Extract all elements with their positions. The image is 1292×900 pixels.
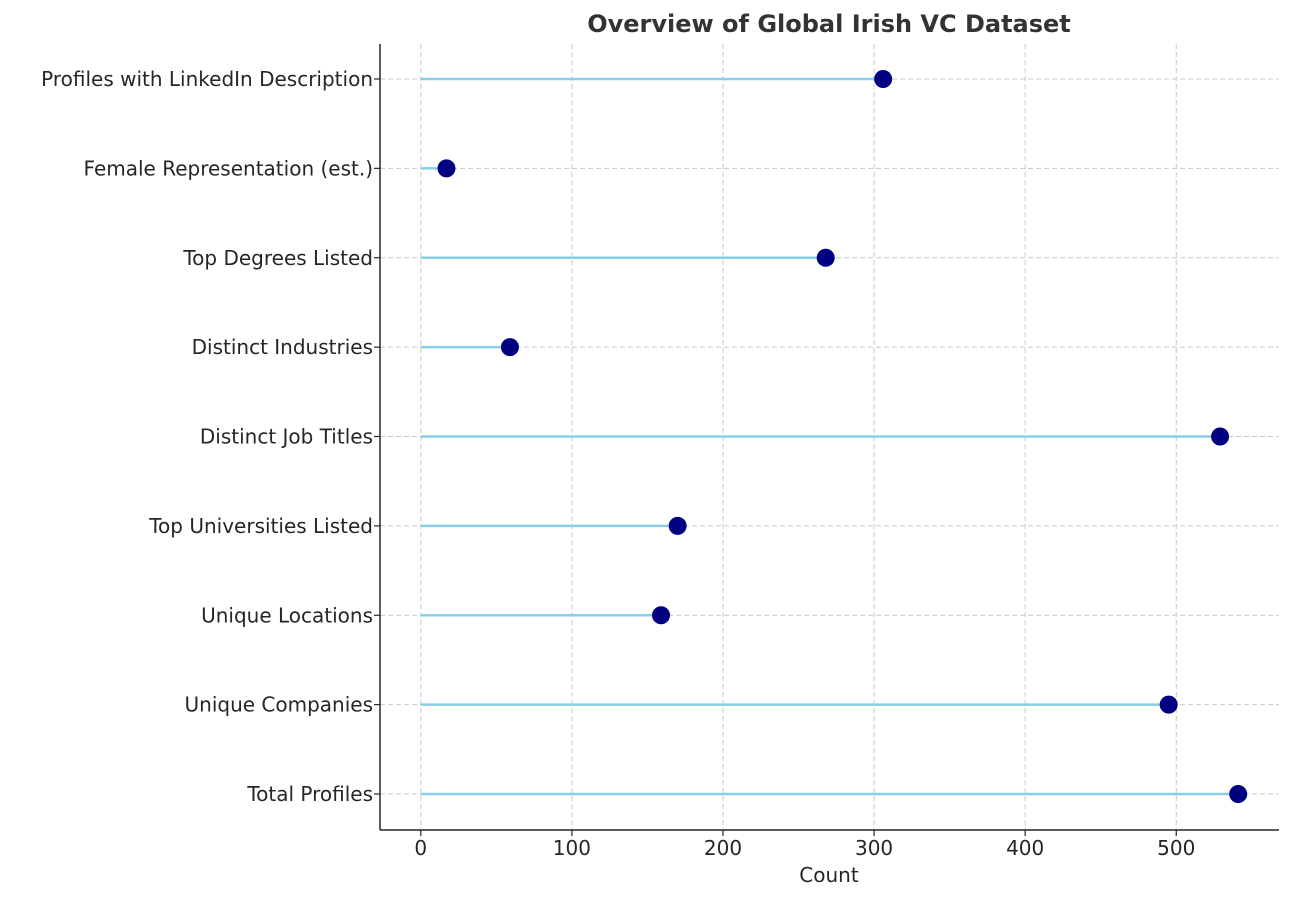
x-tick-label: 400 xyxy=(1006,836,1044,860)
y-tick-label: Distinct Job Titles xyxy=(200,425,373,449)
marker xyxy=(874,70,893,88)
x-tick-label: 100 xyxy=(553,836,591,860)
y-tick-label: Unique Companies xyxy=(185,693,374,717)
marker xyxy=(668,516,687,535)
x-axis-label: Count xyxy=(799,863,859,887)
chart-title: Overview of Global Irish VC Dataset xyxy=(587,10,1071,38)
marker xyxy=(1211,427,1230,446)
y-axis-ticks: Total Profiles Unique Companies Unique Loc… xyxy=(41,67,380,806)
y-tick-label: Top Universities Listed xyxy=(148,514,373,538)
x-tick-label: 0 xyxy=(414,836,427,860)
x-axis-ticks: 0 100 200 300 400 500 xyxy=(414,830,1195,860)
x-tick-label: 200 xyxy=(704,836,742,860)
x-tick-label: 500 xyxy=(1157,836,1195,860)
stems xyxy=(420,77,1239,796)
y-tick-label: Total Profiles xyxy=(246,782,373,806)
marker xyxy=(1159,695,1178,714)
marker xyxy=(816,248,835,267)
marker xyxy=(1229,785,1248,803)
y-tick-label: Unique Locations xyxy=(201,603,373,627)
x-tick-label: 300 xyxy=(855,836,893,860)
marker xyxy=(500,338,519,357)
markers xyxy=(437,70,1248,803)
marker xyxy=(437,159,456,178)
y-tick-label: Profiles with LinkedIn Description xyxy=(41,67,373,91)
marker xyxy=(652,606,671,625)
y-tick-label: Top Degrees Listed xyxy=(182,246,373,270)
y-tick-label: Female Representation (est.) xyxy=(84,156,373,180)
y-tick-label: Distinct Industries xyxy=(192,335,373,359)
